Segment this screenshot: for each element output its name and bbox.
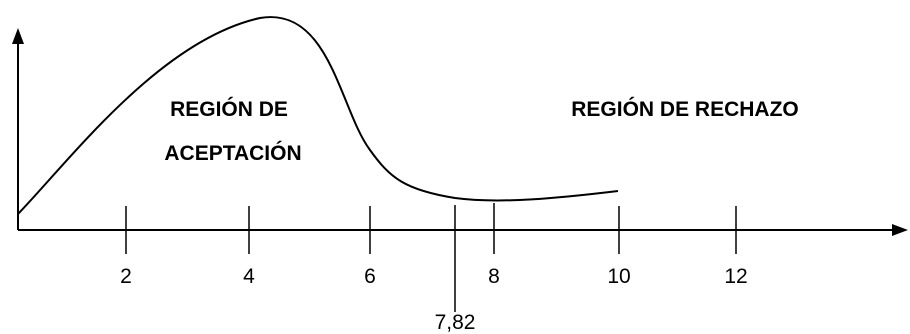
acceptance-region-label-line1: REGIÓN DE xyxy=(170,97,288,121)
tick-label-12: 12 xyxy=(724,265,747,288)
distribution-curve xyxy=(17,16,619,215)
tick-label-8: 8 xyxy=(488,265,500,288)
tick-label-6: 6 xyxy=(364,265,376,288)
tick-label-10: 10 xyxy=(607,265,630,288)
critical-value-label: 7,82 xyxy=(435,311,476,334)
rejection-region-label: REGIÓN DE RECHAZO xyxy=(571,97,799,121)
x-axis-arrow-icon xyxy=(892,224,908,236)
acceptance-region-label-line2: ACEPTACIÓN xyxy=(164,141,301,165)
tick-label-2: 2 xyxy=(120,265,132,288)
y-axis-arrow-icon xyxy=(12,28,24,44)
tick-label-4: 4 xyxy=(243,265,255,288)
